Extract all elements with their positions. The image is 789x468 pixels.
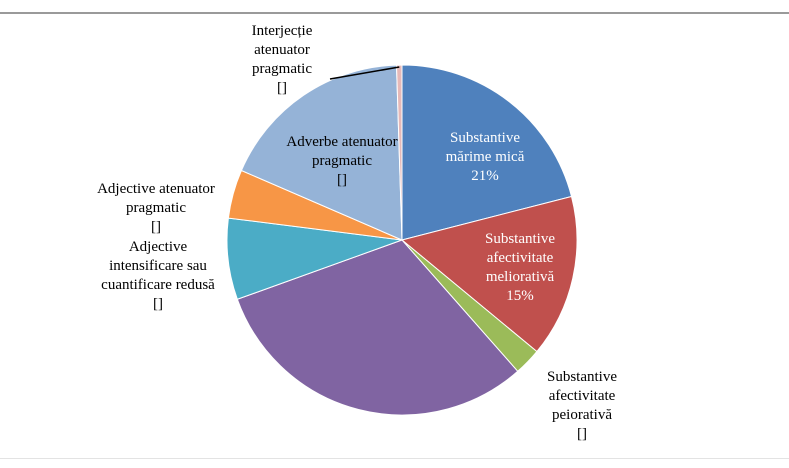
pie-slice-7 xyxy=(240,64,403,241)
data-label-2: Substantive afectivitate meliorativă 15% xyxy=(485,231,555,304)
data-label-line: afectivitate xyxy=(549,388,616,404)
data-label-line: Substantive xyxy=(450,130,520,146)
data-label-5: Adjective intensificare sau cuantificare r… xyxy=(101,239,215,312)
data-label-line: [] xyxy=(151,219,161,235)
data-label-line: [] xyxy=(277,80,287,96)
pie-slice-8 xyxy=(395,64,403,241)
pie-slice-1 xyxy=(401,64,573,241)
data-label-3: Substantive afectivitate peiorativă [] xyxy=(547,369,617,442)
data-label-line: intensificare sau xyxy=(109,258,207,274)
data-label-line: meliorativă xyxy=(486,269,555,285)
data-label-7: Adverbe atenuator pragmatic [] xyxy=(286,134,397,188)
data-label-1: Substantive mărime mică 21% xyxy=(446,130,525,184)
data-label-line: pragmatic xyxy=(126,200,186,216)
pie-slice-4 xyxy=(236,239,519,416)
data-label-line: [] xyxy=(337,172,347,188)
data-label-6: Adjective atenuator pragmatic [] xyxy=(97,181,215,235)
data-label-line: Adjective xyxy=(129,239,188,255)
pie-wedges xyxy=(226,64,578,416)
data-label-line: [] xyxy=(153,296,163,312)
data-label-line: 21% xyxy=(471,168,499,184)
data-label-line: Substantive xyxy=(485,231,555,247)
pie-slice-2 xyxy=(400,195,578,353)
data-label-8: Interjecție atenuator pragmatic [] xyxy=(252,23,313,96)
data-label-line: Substantive xyxy=(547,369,617,385)
data-label-line: 15% xyxy=(506,288,534,304)
top-divider xyxy=(0,12,789,14)
bottom-divider xyxy=(0,458,789,459)
data-label-line: Adverbe atenuator xyxy=(286,134,397,150)
data-label-line: pragmatic xyxy=(252,61,312,77)
data-label-line: Interjecție xyxy=(252,23,313,39)
data-label-line: pragmatic xyxy=(312,153,372,169)
data-label-line: cuantificare redusă xyxy=(101,277,215,293)
data-label-line: atenuator xyxy=(254,42,310,58)
leader-line-interjectie xyxy=(329,66,400,80)
data-label-line: [] xyxy=(577,426,587,442)
data-label-line: peiorativă xyxy=(552,407,612,423)
data-label-line: Adjective atenuator xyxy=(97,181,215,197)
data-label-line: mărime mică xyxy=(446,149,525,165)
data-label-line: afectivitate xyxy=(487,250,554,266)
